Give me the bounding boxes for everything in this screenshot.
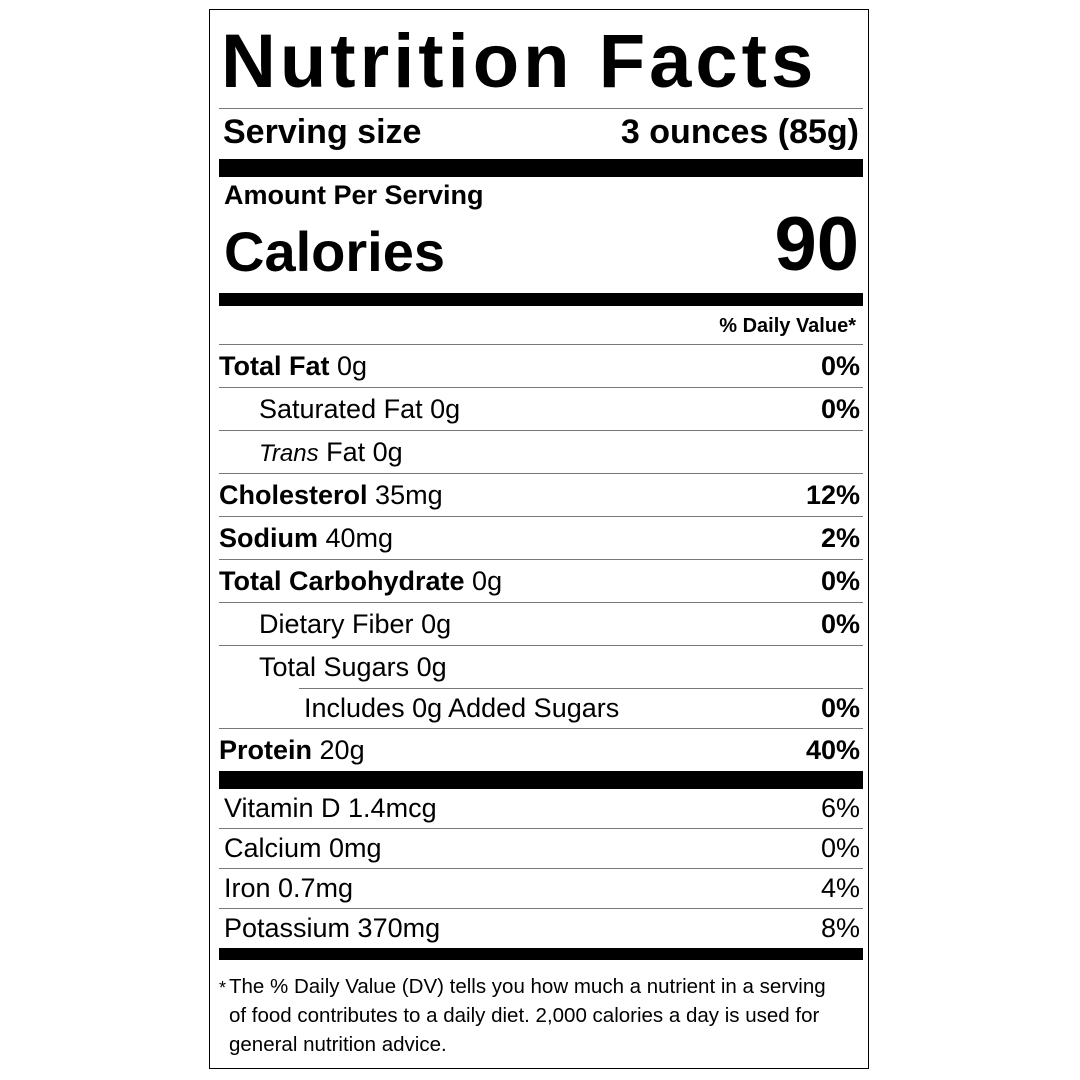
vitamin-label: Iron 0.7mg	[224, 873, 354, 903]
nutrient-name: Cholesterol	[219, 479, 368, 510]
amount-per-serving: Amount Per Serving	[224, 180, 484, 210]
nutrient-amount: 20g	[319, 734, 365, 765]
nutrient-name: Total Sugars	[259, 651, 410, 682]
nutrition-facts-label: Nutrition Facts Serving size 3 ounces (8…	[209, 9, 869, 1069]
thick-divider	[219, 293, 863, 306]
nutrient-row-added-sugars: Includes 0g Added Sugars 0%	[219, 689, 863, 729]
calories-label: Calories	[224, 220, 445, 283]
serving-size-label: Serving size	[223, 112, 422, 151]
label-title: Nutrition Facts	[221, 19, 818, 104]
vitamin-dv: 4%	[820, 873, 860, 903]
nutrient-row-cholesterol: Cholesterol 35mg 12%	[219, 474, 863, 517]
vitamin-row: Iron 0.7mg 4%	[219, 869, 863, 909]
nutrient-amount: 40mg	[325, 522, 394, 553]
daily-value-header: % Daily Value*	[219, 306, 863, 345]
nutrient-dv: 0%	[820, 693, 860, 723]
vitamin-label: Potassium 370mg	[224, 913, 441, 943]
vitamin-row: Vitamin D 1.4mcg 6%	[219, 789, 863, 829]
nutrient-amount: 0g	[372, 436, 403, 467]
nutrient-dv: 40%	[805, 734, 860, 765]
nutrient-name: Protein	[219, 734, 313, 765]
vitamin-label: Vitamin D 1.4mcg	[224, 793, 437, 823]
nutrient-amount: 0g	[337, 350, 368, 381]
nutrient-name-suffix: Fat	[326, 436, 366, 467]
nutrient-row-sodium: Sodium 40mg 2%	[219, 517, 863, 560]
vitamin-dv: 0%	[820, 833, 860, 863]
nutrient-row-saturated-fat: Saturated Fat 0g 0%	[219, 388, 863, 431]
nutrient-row-total-carbohydrate: Total Carbohydrate 0g 0%	[219, 560, 863, 603]
nutrient-row-total-sugars: Total Sugars 0g	[219, 646, 863, 688]
nutrient-dv: 2%	[820, 522, 860, 553]
nutrient-amount: 0g	[430, 393, 461, 424]
footnote: * The % Daily Value (DV) tells you how m…	[219, 960, 863, 1059]
divider	[219, 108, 863, 109]
nutrient-row-trans-fat: Trans Fat 0g	[219, 431, 863, 474]
nutrient-name: Includes 0g Added Sugars	[304, 693, 620, 723]
thick-divider	[219, 948, 863, 960]
nutrient-name: Saturated Fat	[259, 393, 423, 424]
vitamin-dv: 6%	[820, 793, 860, 823]
thick-divider	[219, 159, 863, 177]
nutrient-name: Trans	[259, 439, 319, 467]
nutrient-amount: 0g	[472, 565, 503, 596]
serving-size-value: 3 ounces (85g)	[620, 112, 859, 151]
nutrient-name: Total Fat	[219, 350, 330, 381]
nutrient-name: Total Carbohydrate	[219, 565, 465, 596]
nutrient-row-protein: Protein 20g 40%	[219, 729, 863, 771]
footnote-text: The % Daily Value (DV) tells you how muc…	[229, 975, 826, 1056]
nutrient-row-dietary-fiber: Dietary Fiber 0g 0%	[219, 603, 863, 646]
nutrient-dv: 0%	[820, 565, 860, 596]
nutrient-name: Dietary Fiber	[259, 608, 414, 639]
nutrient-dv: 0%	[820, 393, 860, 424]
thick-divider	[219, 771, 863, 789]
nutrient-amount: 35mg	[375, 479, 443, 510]
serving-size-row: Serving size 3 ounces (85g)	[219, 109, 863, 155]
vitamin-row: Calcium 0mg 0%	[219, 829, 863, 869]
nutrient-amount: 0g	[421, 608, 452, 639]
divider	[299, 688, 863, 689]
calories-row: Calories 90	[219, 203, 863, 287]
nutrient-dv: 0%	[820, 350, 860, 381]
vitamin-dv: 8%	[820, 913, 860, 943]
nutrient-dv: 12%	[805, 479, 860, 510]
nutrient-name: Sodium	[219, 522, 318, 553]
vitamin-label: Calcium 0mg	[224, 833, 382, 863]
nutrient-dv: 0%	[820, 608, 860, 639]
calories-value: 90	[774, 202, 859, 287]
nutrient-amount: 0g	[416, 651, 447, 682]
footnote-asterisk: *	[219, 978, 227, 998]
vitamin-row: Potassium 370mg 8%	[219, 909, 863, 948]
nutrient-row-total-fat: Total Fat 0g 0%	[219, 345, 863, 388]
